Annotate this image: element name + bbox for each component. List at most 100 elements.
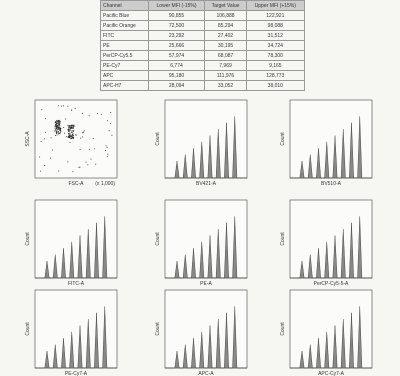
event-dot	[44, 165, 46, 167]
event-dot	[67, 132, 69, 134]
histogram	[290, 116, 372, 179]
event-dot	[68, 136, 70, 138]
event-dot	[55, 126, 57, 128]
event-dot	[108, 130, 110, 132]
y-axis-label: Count	[25, 232, 31, 246]
event-dot	[54, 127, 56, 129]
x-axis-label: FITC-A	[68, 281, 85, 287]
event-dot	[68, 127, 70, 129]
event-dot	[58, 121, 60, 123]
event-dot	[60, 130, 62, 132]
event-dot	[71, 132, 73, 134]
histogram	[165, 306, 247, 369]
event-dot	[60, 131, 62, 133]
event-dot	[69, 134, 71, 136]
event-dot	[56, 130, 58, 132]
event-dot	[63, 126, 65, 128]
event-dot	[55, 129, 57, 131]
x-axis-label: PE-Cy7-A	[65, 371, 88, 376]
event-dot	[69, 142, 71, 144]
table-row: Channel Lower MFI (-15%) Target Value Upper…	[100, 0, 306, 11]
event-dot	[56, 131, 58, 133]
event-dot	[105, 149, 107, 151]
event-dot	[44, 131, 46, 133]
event-dot	[70, 127, 72, 129]
event-dot	[70, 125, 72, 127]
table-row: PE 25,666 30,195 34,724	[100, 40, 306, 51]
event-dot	[68, 134, 70, 136]
event-dot	[58, 105, 60, 107]
event-dot	[56, 130, 58, 132]
event-dot	[111, 134, 113, 136]
event-dot	[69, 125, 71, 127]
event-dot	[41, 109, 43, 111]
event-dot	[57, 131, 59, 133]
event-dot	[105, 145, 107, 147]
event-dot	[67, 161, 69, 163]
event-dot	[56, 123, 58, 125]
event-dot	[57, 121, 59, 123]
event-dot	[72, 134, 74, 136]
event-dot	[58, 120, 60, 122]
event-dot	[88, 148, 90, 150]
x-axis-label: PE-A	[200, 281, 212, 287]
event-dot	[58, 170, 60, 172]
event-dot	[64, 118, 66, 120]
y-axis-label: Count	[280, 322, 286, 336]
event-dot	[69, 136, 71, 138]
event-dot	[40, 170, 42, 172]
event-dot	[59, 127, 61, 129]
event-dot	[72, 131, 74, 133]
event-dot	[68, 135, 70, 137]
y-axis-label: SSC-A	[25, 131, 31, 147]
event-dot	[79, 149, 81, 151]
event-dot	[44, 118, 46, 120]
event-dot	[57, 127, 59, 129]
event-dot	[58, 124, 60, 126]
event-dot	[59, 119, 61, 121]
event-dot	[55, 124, 57, 126]
event-dot	[106, 156, 108, 158]
event-dot	[83, 130, 85, 132]
x-axis-label: APC-Cy7-A	[318, 371, 345, 376]
y-axis-label: Count	[155, 322, 161, 336]
event-dot	[65, 136, 67, 138]
event-dot	[54, 121, 56, 123]
event-dot	[69, 133, 71, 135]
event-dot	[74, 107, 76, 109]
event-dot	[57, 119, 59, 121]
event-dot	[72, 138, 74, 140]
histogram	[35, 306, 117, 369]
event-dot	[73, 125, 75, 127]
event-dot	[63, 132, 65, 134]
event-dot	[57, 130, 59, 132]
event-dot	[70, 127, 72, 129]
event-dot	[79, 137, 81, 139]
event-dot	[62, 105, 64, 107]
y-axis-label: Count	[155, 132, 161, 146]
event-dot	[71, 137, 73, 139]
event-dot	[88, 115, 90, 117]
event-dot	[56, 125, 58, 127]
event-dot	[57, 125, 59, 127]
event-dot	[107, 120, 109, 122]
event-dot	[69, 128, 71, 130]
event-dot	[72, 135, 74, 137]
x-axis-label: FSC-A	[69, 181, 85, 187]
event-dot	[59, 133, 61, 135]
y-axis-label: Count	[25, 322, 31, 336]
event-dot	[67, 129, 69, 131]
histogram	[35, 216, 117, 279]
x-axis-label: BV510-A	[321, 181, 342, 187]
event-dot	[110, 111, 112, 113]
event-dot	[92, 137, 94, 139]
event-dot	[57, 122, 59, 124]
event-dot	[55, 125, 57, 127]
event-dot	[71, 127, 73, 129]
event-dot	[79, 166, 81, 168]
event-dot	[56, 132, 58, 134]
event-dot	[60, 127, 62, 129]
event-dot	[52, 149, 54, 151]
event-dot	[68, 132, 70, 134]
